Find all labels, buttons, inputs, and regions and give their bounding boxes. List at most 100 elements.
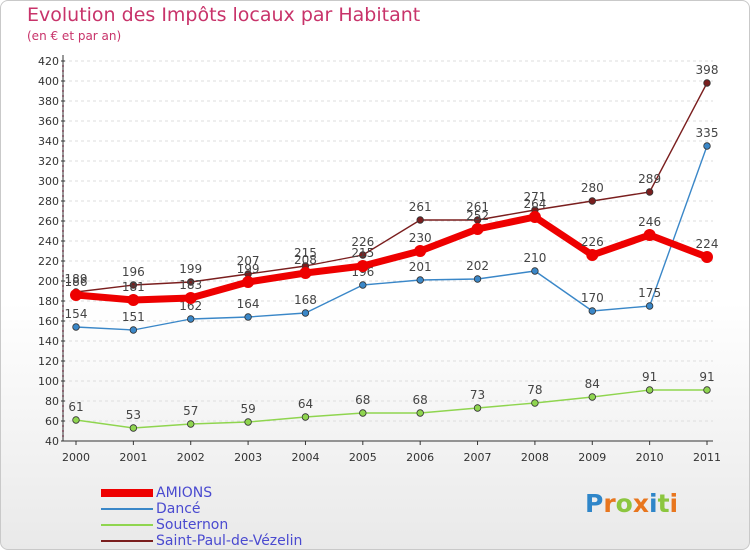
x-tick-label: 2010: [636, 451, 664, 464]
data-label: 61: [68, 400, 83, 414]
x-tick-label: 2003: [234, 451, 262, 464]
y-tick-label: 180: [38, 295, 59, 308]
data-label: 398: [696, 63, 719, 77]
chart-title: Evolution des Impôts locaux par Habitant: [27, 4, 421, 26]
data-label: 246: [638, 215, 661, 229]
data-label: 78: [527, 383, 542, 397]
legend-label: AMIONS: [156, 485, 213, 501]
data-label: 59: [240, 402, 255, 416]
data-label: 226: [351, 235, 374, 249]
x-tick-label: 2005: [349, 451, 377, 464]
x-tick-label: 2002: [177, 451, 205, 464]
y-tick-label: 160: [38, 315, 59, 328]
data-point: [703, 386, 711, 394]
y-tick-label: 260: [38, 215, 59, 228]
logo-letter: i: [669, 489, 679, 518]
data-label: 207: [237, 254, 260, 268]
x-tick-label: 2007: [464, 451, 492, 464]
data-point: [588, 197, 596, 205]
data-label: 208: [294, 253, 317, 267]
data-point: [416, 216, 424, 224]
data-label: 202: [466, 259, 489, 273]
logo-letter: x: [632, 489, 649, 518]
y-tick-label: 80: [45, 395, 59, 408]
logo-letter: o: [615, 489, 633, 518]
data-point: [703, 142, 711, 150]
data-point: [586, 249, 599, 261]
legend-swatch: [101, 489, 153, 497]
data-point: [187, 278, 195, 286]
y-tick-label: 360: [38, 115, 59, 128]
data-point: [645, 302, 654, 310]
data-label: 168: [294, 293, 317, 307]
data-label: 68: [355, 393, 370, 407]
logo-letter: i: [649, 489, 658, 518]
legend-swatch: [101, 508, 153, 510]
data-label: 196: [122, 265, 145, 279]
data-label: 154: [65, 307, 88, 321]
data-label: 53: [126, 408, 141, 422]
data-point: [531, 399, 539, 407]
x-tick-label: 2011: [693, 451, 721, 464]
y-tick-label: 40: [45, 435, 59, 448]
data-label: 84: [585, 377, 600, 391]
data-label: 230: [409, 231, 432, 245]
x-tick-label: 2009: [578, 451, 606, 464]
data-point: [473, 404, 482, 412]
data-label: 215: [294, 246, 317, 260]
series-line: [75, 389, 708, 429]
data-point: [127, 294, 140, 306]
data-label: 252: [466, 209, 489, 223]
data-point: [643, 229, 656, 241]
data-label: 264: [523, 197, 546, 211]
data-label: 189: [65, 272, 88, 286]
y-tick-label: 420: [38, 55, 59, 68]
data-label: 181: [122, 280, 145, 294]
data-point: [184, 292, 197, 304]
data-label: 170: [581, 291, 604, 305]
y-tick-label: 400: [38, 75, 59, 88]
data-label: 335: [696, 126, 719, 140]
data-label: 224: [696, 237, 719, 251]
x-tick-label: 2004: [291, 451, 319, 464]
legend-label: Souternon: [156, 517, 229, 533]
y-tick-label: 220: [38, 255, 59, 268]
proxiti-logo: Proxiti: [585, 489, 678, 518]
data-label: 289: [638, 172, 661, 186]
data-point: [703, 79, 711, 87]
data-label: 164: [237, 297, 260, 311]
data-point: [129, 326, 138, 334]
data-point: [471, 223, 484, 235]
y-tick-label: 140: [38, 335, 59, 348]
data-label: 261: [409, 200, 432, 214]
chart-subtitle: (en € et par an): [27, 29, 122, 43]
legend-swatch: [101, 524, 153, 526]
data-point: [359, 251, 367, 259]
legend-label: Saint-Paul-de-Vézelin: [156, 533, 303, 549]
data-point: [531, 267, 539, 275]
data-label: 162: [179, 299, 202, 313]
y-tick-label: 60: [45, 415, 59, 428]
data-label: 57: [183, 404, 198, 418]
data-label: 199: [237, 262, 260, 276]
data-label: 64: [298, 397, 313, 411]
data-point: [72, 416, 80, 424]
data-label: 210: [523, 251, 546, 265]
y-tick-label: 320: [38, 155, 59, 168]
data-label: 68: [413, 393, 428, 407]
data-label: 261: [466, 200, 489, 214]
y-tick-label: 340: [38, 135, 59, 148]
y-tick-label: 120: [38, 355, 59, 368]
data-point: [356, 260, 369, 272]
data-point: [414, 245, 427, 257]
data-point: [359, 409, 367, 417]
x-tick-label: 2008: [521, 451, 549, 464]
data-point: [645, 188, 654, 196]
data-point: [701, 251, 713, 263]
series-line: [75, 145, 708, 331]
data-point: [129, 281, 138, 289]
x-tick-label: 2006: [406, 451, 434, 464]
logo-letter: t: [657, 489, 670, 518]
x-tick-label: 2001: [119, 451, 147, 464]
